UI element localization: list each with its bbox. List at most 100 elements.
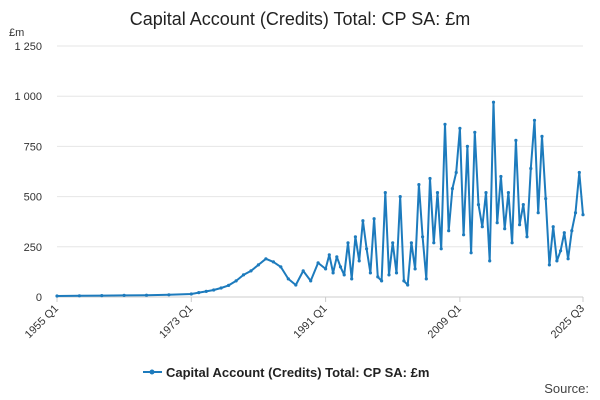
data-point[interactable] bbox=[383, 191, 387, 195]
data-point[interactable] bbox=[391, 241, 395, 245]
series-layer bbox=[55, 100, 585, 298]
data-point[interactable] bbox=[510, 241, 514, 245]
data-point[interactable] bbox=[227, 283, 231, 287]
data-point[interactable] bbox=[234, 279, 238, 283]
data-point[interactable] bbox=[570, 229, 574, 233]
data-point[interactable] bbox=[346, 241, 350, 245]
data-point[interactable] bbox=[353, 235, 357, 239]
data-point[interactable] bbox=[476, 203, 481, 207]
data-point[interactable] bbox=[256, 263, 260, 267]
data-point[interactable] bbox=[488, 259, 492, 263]
data-point[interactable] bbox=[402, 279, 406, 283]
data-point[interactable] bbox=[365, 247, 369, 251]
data-point[interactable] bbox=[324, 267, 328, 271]
data-point[interactable] bbox=[286, 277, 290, 281]
data-point[interactable] bbox=[167, 293, 171, 297]
data-point[interactable] bbox=[559, 249, 563, 253]
data-point[interactable] bbox=[204, 289, 208, 293]
data-point[interactable] bbox=[212, 288, 216, 292]
data-point[interactable] bbox=[249, 269, 253, 273]
data-point[interactable] bbox=[469, 251, 473, 255]
data-point[interactable] bbox=[473, 130, 477, 134]
data-point[interactable] bbox=[547, 263, 552, 267]
data-point[interactable] bbox=[458, 126, 462, 130]
data-point[interactable] bbox=[413, 267, 417, 271]
data-point[interactable] bbox=[327, 253, 331, 257]
data-point[interactable] bbox=[338, 265, 343, 269]
data-point[interactable] bbox=[577, 170, 581, 175]
data-point[interactable] bbox=[241, 273, 246, 277]
data-point[interactable] bbox=[506, 191, 510, 195]
data-point[interactable] bbox=[309, 279, 313, 283]
data-point[interactable] bbox=[491, 100, 496, 104]
data-point[interactable] bbox=[361, 219, 365, 223]
data-point[interactable] bbox=[439, 247, 443, 251]
x-tick-label: 1991 Q1 bbox=[291, 303, 329, 341]
data-point[interactable] bbox=[301, 269, 305, 273]
y-axis-ticks: 0 250 500 750 1 000 1 250 bbox=[14, 41, 42, 304]
data-point[interactable] bbox=[450, 187, 454, 191]
data-point[interactable] bbox=[428, 176, 432, 181]
data-point[interactable] bbox=[454, 170, 458, 175]
legend[interactable]: Capital Account (Credits) Total: CP SA: … bbox=[143, 365, 429, 380]
data-point[interactable] bbox=[279, 265, 283, 269]
data-point[interactable] bbox=[271, 260, 275, 264]
data-point[interactable] bbox=[447, 229, 451, 233]
data-point[interactable] bbox=[566, 257, 570, 261]
data-point[interactable] bbox=[462, 233, 466, 237]
data-point[interactable] bbox=[197, 291, 201, 295]
x-tick-label: 1973 Q1 bbox=[157, 303, 195, 341]
data-point[interactable] bbox=[540, 134, 544, 138]
data-point[interactable] bbox=[264, 257, 268, 261]
data-point[interactable] bbox=[368, 271, 372, 275]
data-point[interactable] bbox=[100, 294, 104, 298]
data-point[interactable] bbox=[432, 241, 436, 245]
data-point[interactable] bbox=[219, 286, 223, 290]
data-point[interactable] bbox=[342, 273, 346, 277]
data-point[interactable] bbox=[387, 273, 391, 277]
data-point[interactable] bbox=[55, 294, 59, 298]
gridlines bbox=[57, 45, 583, 298]
data-point[interactable] bbox=[581, 213, 585, 217]
data-point[interactable] bbox=[555, 259, 559, 263]
data-point[interactable] bbox=[144, 293, 149, 297]
data-point[interactable] bbox=[398, 195, 402, 199]
data-point[interactable] bbox=[536, 211, 540, 215]
data-point[interactable] bbox=[443, 122, 447, 126]
data-point[interactable] bbox=[525, 235, 529, 239]
data-point[interactable] bbox=[495, 221, 499, 225]
data-point[interactable] bbox=[331, 271, 335, 275]
data-point[interactable] bbox=[562, 231, 566, 235]
data-point[interactable] bbox=[372, 217, 376, 221]
data-point[interactable] bbox=[189, 292, 193, 296]
data-point[interactable] bbox=[376, 275, 380, 279]
data-point[interactable] bbox=[465, 144, 469, 148]
data-point[interactable] bbox=[435, 191, 440, 195]
data-point[interactable] bbox=[514, 138, 518, 142]
data-point[interactable] bbox=[294, 283, 298, 287]
data-point[interactable] bbox=[529, 166, 533, 171]
data-point[interactable] bbox=[503, 227, 507, 231]
data-point[interactable] bbox=[394, 271, 399, 275]
data-point[interactable] bbox=[421, 235, 425, 239]
data-point[interactable] bbox=[357, 259, 361, 263]
data-point[interactable] bbox=[417, 183, 421, 187]
data-point[interactable] bbox=[544, 197, 548, 201]
data-point[interactable] bbox=[484, 191, 488, 195]
data-point[interactable] bbox=[480, 225, 484, 229]
data-point[interactable] bbox=[380, 279, 384, 283]
data-point[interactable] bbox=[409, 241, 413, 245]
data-point[interactable] bbox=[521, 203, 525, 207]
data-point[interactable] bbox=[335, 255, 339, 259]
data-point[interactable] bbox=[350, 277, 354, 281]
data-point[interactable] bbox=[424, 277, 428, 281]
data-point[interactable] bbox=[551, 225, 555, 229]
data-point[interactable] bbox=[532, 118, 537, 122]
data-point[interactable] bbox=[499, 174, 503, 179]
data-point[interactable] bbox=[406, 283, 410, 287]
data-point[interactable] bbox=[573, 211, 578, 215]
data-point[interactable] bbox=[77, 294, 81, 298]
data-point[interactable] bbox=[518, 223, 522, 227]
data-point[interactable] bbox=[122, 293, 126, 297]
data-point[interactable] bbox=[316, 261, 320, 265]
